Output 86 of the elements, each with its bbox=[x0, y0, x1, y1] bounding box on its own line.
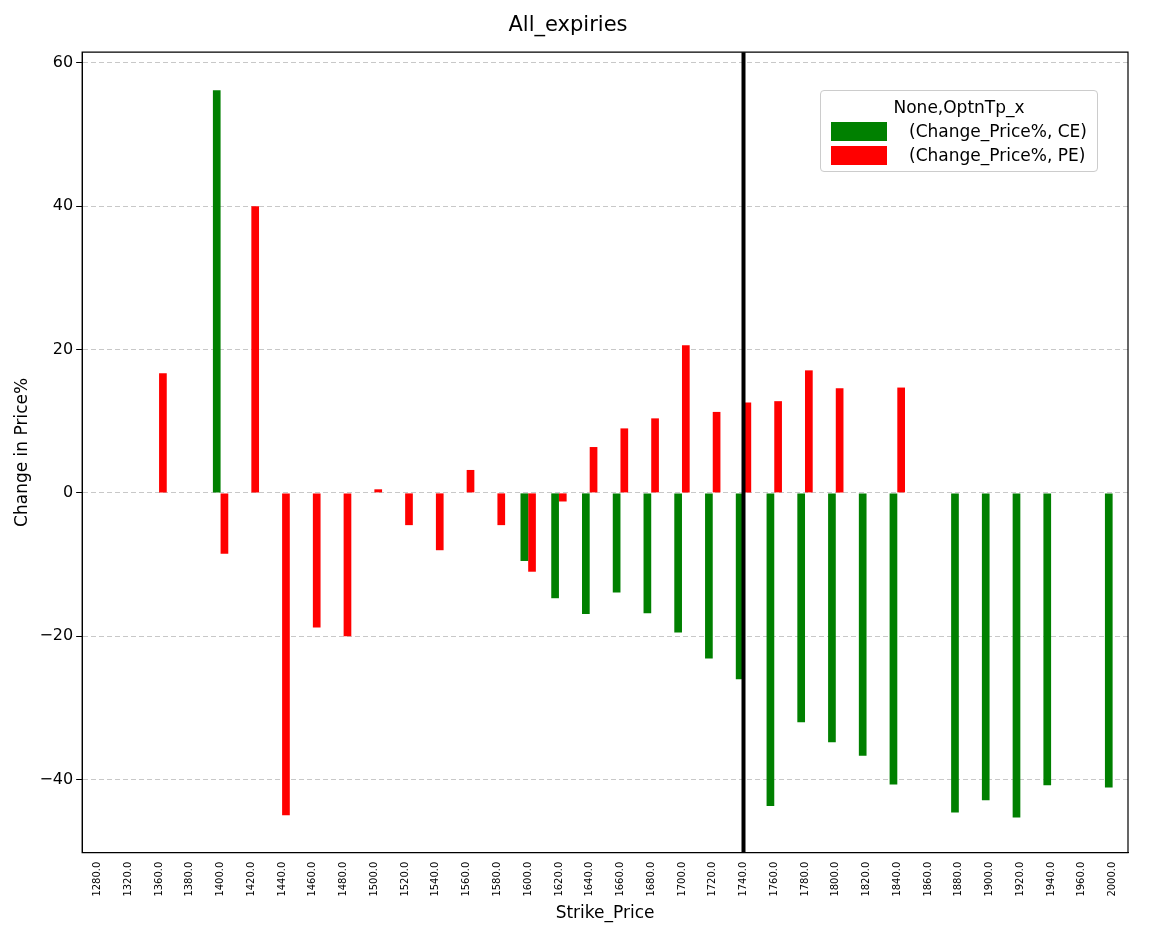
y-tick-label: −40 bbox=[39, 768, 74, 788]
bar bbox=[643, 493, 652, 614]
bar bbox=[520, 493, 529, 561]
bar bbox=[466, 469, 475, 493]
bar bbox=[405, 493, 413, 526]
bar bbox=[1043, 493, 1052, 786]
y-tick-label: −20 bbox=[39, 625, 74, 645]
x-tick-label: 1580.0 bbox=[491, 861, 503, 897]
bar bbox=[220, 493, 229, 554]
y-tick-label: 40 bbox=[52, 195, 74, 215]
bar bbox=[558, 493, 567, 502]
bar bbox=[774, 401, 782, 493]
bar bbox=[251, 206, 260, 493]
x-tick-label: 1380.0 bbox=[183, 861, 195, 897]
x-tick-label: 1680.0 bbox=[644, 861, 656, 897]
bar bbox=[551, 493, 559, 599]
x-tick-label: 2000.0 bbox=[1106, 861, 1118, 897]
x-tick-label: 1660.0 bbox=[614, 861, 626, 897]
y-tick-label: 0 bbox=[62, 482, 74, 502]
bar bbox=[712, 411, 721, 493]
bar bbox=[858, 493, 867, 756]
x-tick-label: 1400.0 bbox=[214, 861, 226, 897]
y-axis-title: Change in Price% bbox=[10, 377, 31, 527]
x-tick-label: 1720.0 bbox=[706, 861, 718, 897]
x-tick-label: 1860.0 bbox=[921, 861, 933, 897]
bar bbox=[343, 493, 352, 637]
bar bbox=[651, 418, 659, 493]
bar bbox=[897, 387, 905, 493]
bar bbox=[612, 493, 621, 593]
x-tick-label: 1640.0 bbox=[583, 861, 595, 897]
x-tick-label: 1440.0 bbox=[275, 861, 287, 897]
bar bbox=[889, 493, 898, 785]
bar bbox=[528, 493, 536, 572]
bar bbox=[312, 493, 321, 628]
bar bbox=[797, 493, 806, 723]
bar bbox=[674, 493, 682, 633]
legend-label: (Change_Price%, PE) bbox=[909, 145, 1086, 165]
bar bbox=[981, 493, 990, 801]
x-tick-label: 1780.0 bbox=[798, 861, 810, 897]
x-tick-label: 1280.0 bbox=[91, 861, 103, 897]
x-tick-label: 1920.0 bbox=[1013, 861, 1025, 897]
bar bbox=[805, 370, 813, 493]
bar bbox=[828, 493, 836, 743]
y-tick-label: 60 bbox=[52, 52, 74, 72]
bar bbox=[282, 493, 290, 816]
x-tick-label: 1760.0 bbox=[767, 861, 779, 897]
x-tick-label: 1900.0 bbox=[983, 861, 995, 897]
x-tick-label: 1800.0 bbox=[829, 861, 841, 897]
x-tick-label: 1940.0 bbox=[1044, 861, 1056, 897]
x-tick-label: 1560.0 bbox=[460, 861, 472, 897]
x-tick-label: 1420.0 bbox=[244, 861, 256, 897]
bar bbox=[435, 493, 444, 551]
bar bbox=[1104, 493, 1113, 788]
x-tick-label: 1840.0 bbox=[890, 861, 902, 897]
bar bbox=[1012, 493, 1021, 818]
legend-title: None,OptnTp_x bbox=[892, 97, 1026, 117]
bar bbox=[766, 493, 775, 807]
x-tick-label: 1960.0 bbox=[1075, 861, 1087, 897]
x-tick-label: 1520.0 bbox=[398, 861, 410, 897]
chart-title: All_expiries bbox=[508, 12, 628, 38]
legend-label: (Change_Price%, CE) bbox=[909, 121, 1087, 141]
bar bbox=[212, 90, 221, 493]
bar bbox=[497, 493, 506, 526]
bar bbox=[835, 388, 844, 493]
x-tick-label: 1620.0 bbox=[552, 861, 564, 897]
bar bbox=[582, 493, 590, 614]
bar bbox=[374, 489, 383, 493]
bar bbox=[589, 447, 598, 493]
x-tick-label: 1540.0 bbox=[429, 861, 441, 897]
x-tick-label: 1360.0 bbox=[152, 861, 164, 897]
x-tick-label: 1880.0 bbox=[952, 861, 964, 897]
y-tick-label: 20 bbox=[52, 338, 74, 358]
bar bbox=[951, 493, 959, 813]
x-axis-title: Strike_Price bbox=[555, 902, 655, 924]
x-tick-label: 1740.0 bbox=[737, 861, 749, 897]
x-tick-label: 1700.0 bbox=[675, 861, 687, 897]
bar bbox=[681, 345, 690, 493]
bar bbox=[705, 493, 713, 659]
bar bbox=[159, 373, 167, 493]
bar bbox=[620, 428, 629, 493]
x-tick-label: 1820.0 bbox=[860, 861, 872, 897]
x-tick-label: 1500.0 bbox=[367, 861, 379, 897]
x-tick-label: 1320.0 bbox=[121, 861, 133, 897]
x-tick-label: 1480.0 bbox=[337, 861, 349, 897]
x-tick-label: 1600.0 bbox=[521, 861, 533, 897]
x-tick-label: 1460.0 bbox=[306, 861, 318, 897]
